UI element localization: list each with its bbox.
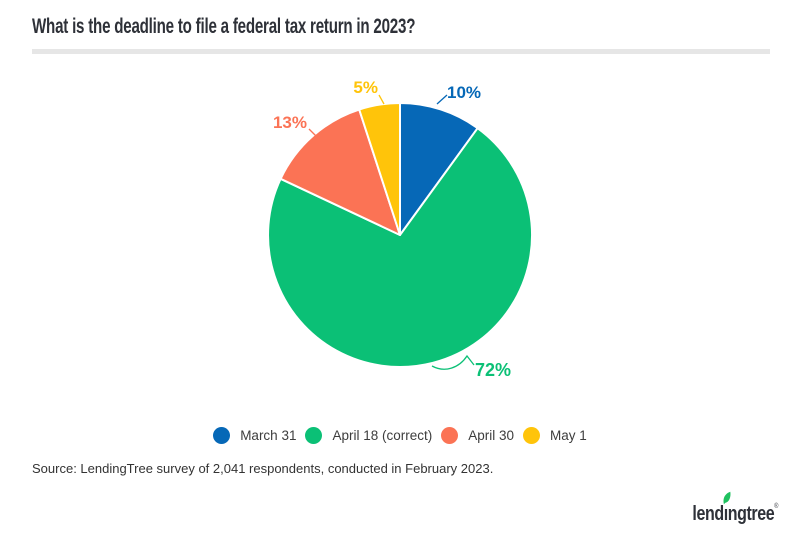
- pie-value-label-march-31: 10%: [447, 83, 481, 102]
- pie-slice-march-31: [399, 102, 479, 236]
- legend-item-april-18-correct: April 18 (correct): [305, 427, 432, 444]
- legend-label-may-1: May 1: [550, 428, 587, 443]
- pie-slice-may-1: [358, 102, 401, 236]
- pie-chart: 10% 72% 13% 5%: [267, 78, 534, 380]
- pie-slice-april-30: [279, 108, 401, 236]
- label-leader-line-may-1: [378, 94, 385, 105]
- source-note: Source: LendingTree survey of 2,041 resp…: [32, 461, 494, 476]
- lendingtree-logo: lendı ngtree®: [671, 491, 778, 527]
- legend-label-april-18-correct: April 18 (correct): [332, 428, 433, 443]
- pie-value-label-may-1: 5%: [353, 78, 378, 97]
- pie-value-label-april-18-correct: 72%: [475, 360, 511, 380]
- pie-value-label-april-30: 13%: [273, 113, 307, 132]
- title-divider: [32, 49, 770, 54]
- label-leader-line-april-18-correct: [431, 354, 475, 370]
- registered-mark: ®: [774, 503, 778, 510]
- label-leader-line-march-31: [436, 94, 448, 105]
- label-leader-line-april-30: [308, 128, 319, 139]
- legend-dot-may-1: [523, 427, 541, 444]
- legend-item-april-30: April 30: [441, 427, 514, 444]
- legend-dot-march-31: [213, 427, 231, 444]
- pie-slice-april-18-correct: [267, 127, 534, 369]
- legend-label-april-30: April 30: [468, 428, 515, 443]
- legend-item-may-1: May 1: [523, 427, 587, 444]
- leaf-icon: [723, 491, 731, 505]
- page-title: What is the deadline to file a federal t…: [32, 15, 416, 38]
- legend-label-march-31: March 31: [240, 428, 297, 443]
- legend-dot-april-30: [441, 427, 459, 444]
- legend-item-march-31: March 31: [213, 427, 296, 444]
- lendingtree-logo-text: lendı ngtree®: [692, 491, 778, 526]
- legend-dot-april-18-correct: [305, 427, 323, 444]
- chart-legend: March 31 April 18 (correct) April 30 May 1: [0, 427, 800, 444]
